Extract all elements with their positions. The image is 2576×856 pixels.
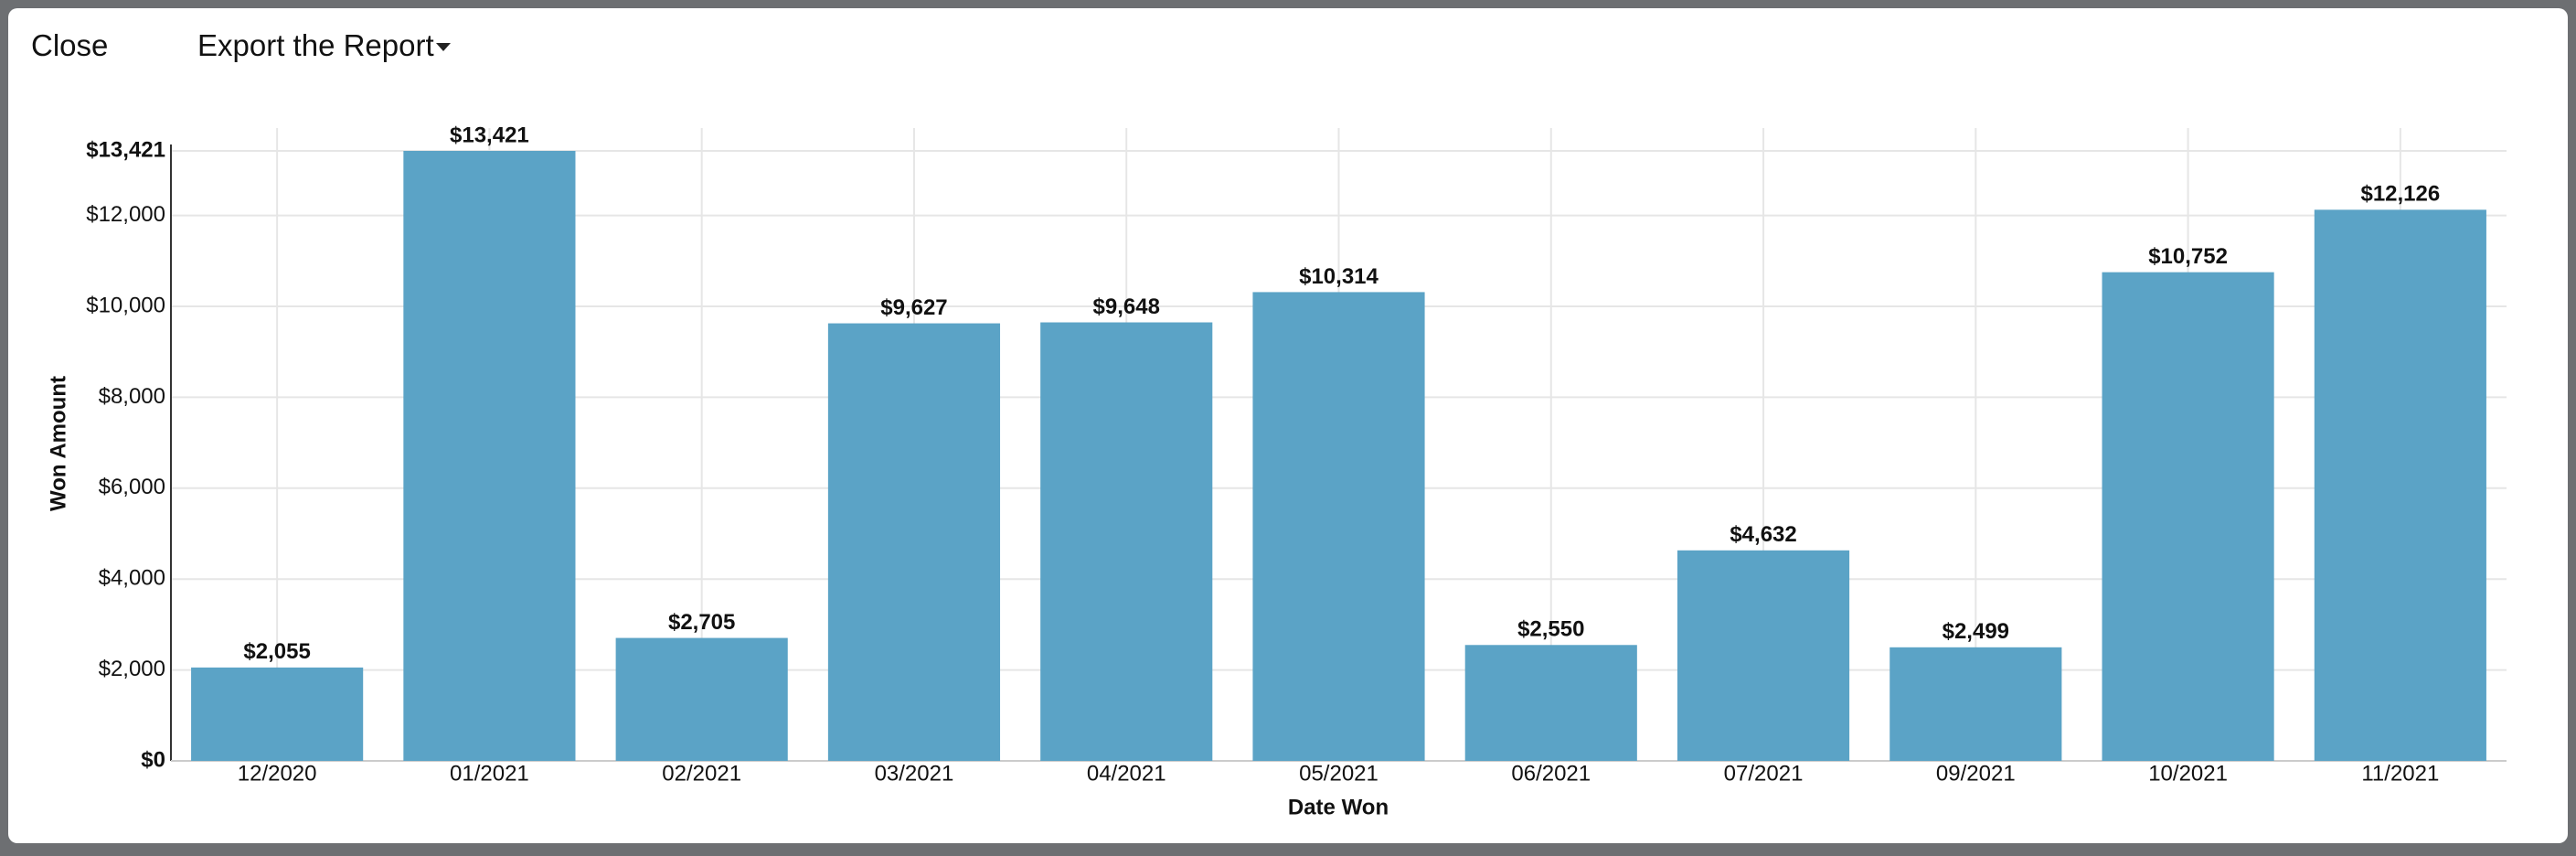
bar	[1252, 292, 1425, 761]
value-label: $9,627	[880, 295, 947, 320]
bar	[1677, 550, 1850, 761]
bar	[191, 667, 364, 761]
x-tick-label: 01/2021	[450, 761, 529, 786]
x-tick-label: 07/2021	[1724, 761, 1804, 786]
value-label: $13,421	[450, 123, 529, 147]
value-label: $12,126	[2360, 182, 2440, 207]
value-label: $2,550	[1517, 617, 1584, 642]
bar	[1040, 322, 1213, 761]
y-axis-title: Won Amount	[46, 376, 70, 511]
x-tick-label: 03/2021	[875, 761, 954, 786]
x-tick-label: 06/2021	[1511, 761, 1591, 786]
bar	[1464, 645, 1637, 761]
x-tick-label: 04/2021	[1087, 761, 1166, 786]
y-tick-label: $2,000	[99, 657, 165, 681]
x-tick-label: 09/2021	[1936, 761, 2016, 786]
y-tick-label: $8,000	[99, 384, 165, 409]
x-tick-label: 05/2021	[1299, 761, 1378, 786]
y-tick-label: $12,000	[86, 202, 165, 227]
value-label: $10,752	[2148, 244, 2228, 269]
y-tick-label: $10,000	[86, 293, 165, 317]
value-label: $2,055	[243, 639, 310, 664]
x-tick-label: 02/2021	[662, 761, 741, 786]
export-menu[interactable]: Export the Report	[197, 28, 451, 63]
export-label: Export the Report	[197, 28, 434, 62]
x-tick-label: 11/2021	[2361, 761, 2439, 786]
bar	[2102, 272, 2274, 761]
x-tick-label: 10/2021	[2148, 761, 2228, 786]
value-label: $2,705	[668, 610, 735, 635]
bar	[403, 151, 576, 761]
y-tick-label: $13,421	[86, 137, 165, 162]
bar	[1889, 647, 2062, 761]
bar	[615, 637, 788, 761]
bar	[2314, 209, 2486, 762]
x-axis-title: Date Won	[1288, 795, 1389, 819]
value-label: $4,632	[1730, 522, 1796, 547]
caret	[435, 43, 451, 51]
value-label: $10,314	[1299, 264, 1378, 289]
value-label: $9,648	[1093, 294, 1160, 319]
value-label: $2,499	[1943, 619, 2009, 644]
y-tick-label: $0	[141, 747, 165, 772]
y-tick-label: $4,000	[99, 566, 165, 591]
y-tick-label: $6,000	[99, 475, 165, 499]
bar	[827, 323, 1001, 761]
x-tick-label: 12/2020	[238, 761, 317, 786]
close-button[interactable]: Close	[31, 28, 109, 62]
